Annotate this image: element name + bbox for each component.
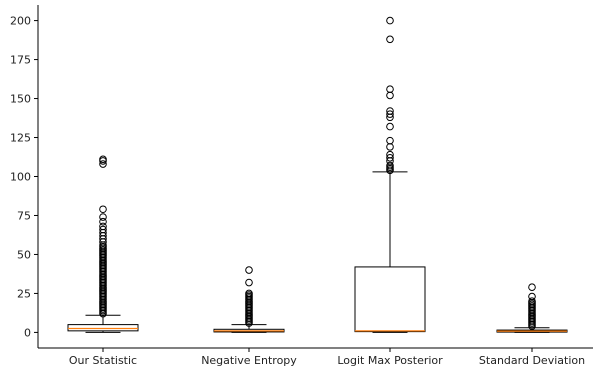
iqr-box — [354, 266, 426, 333]
outlier-point — [245, 278, 253, 287]
outlier-point — [99, 217, 107, 226]
y-tick-label: 175 — [10, 54, 31, 67]
y-tick-label: 150 — [10, 93, 31, 106]
outlier-point — [386, 143, 394, 151]
x-tick-label: Negative Entropy — [201, 354, 297, 367]
y-tick-label: 25 — [17, 287, 31, 300]
outlier-point — [386, 161, 394, 170]
outlier-point — [99, 205, 107, 214]
outlier-point — [386, 150, 394, 159]
outlier-point — [386, 107, 394, 115]
outlier-point — [99, 225, 107, 234]
outlier-point — [528, 283, 536, 291]
outlier-point — [386, 122, 394, 131]
y-tick-label: 200 — [10, 15, 31, 28]
plot-area: 0 25 50 75 100 125 150 175 200 Our Statistic Negat… — [10, 5, 593, 367]
outlier-point — [528, 297, 536, 306]
outlier-point — [99, 222, 107, 231]
outlier-point — [386, 153, 394, 162]
y-tick-label: 50 — [17, 248, 31, 261]
outlier-point — [99, 213, 107, 221]
outlier-point — [386, 91, 394, 100]
outlier-point — [386, 136, 394, 145]
outlier-point — [528, 292, 536, 301]
iqr-box — [67, 324, 139, 332]
outlier-point — [245, 266, 253, 274]
outlier-point — [245, 289, 253, 298]
outlier-point — [99, 155, 107, 164]
x-tick-label: Logit Max Posterior — [337, 354, 443, 367]
y-tick-label: 125 — [10, 132, 31, 145]
outlier-point — [386, 110, 394, 118]
x-tick-label: Our Statistic — [69, 354, 137, 367]
y-tick-label: 75 — [17, 209, 31, 222]
y-tick-label: 0 — [24, 326, 31, 339]
outlier-point — [386, 85, 394, 93]
x-tick-label: Standard Deviation — [479, 354, 585, 367]
outlier-point — [386, 35, 394, 44]
outlier-point — [99, 160, 107, 168]
outlier-point — [386, 16, 394, 25]
y-tick-label: 100 — [10, 171, 31, 184]
